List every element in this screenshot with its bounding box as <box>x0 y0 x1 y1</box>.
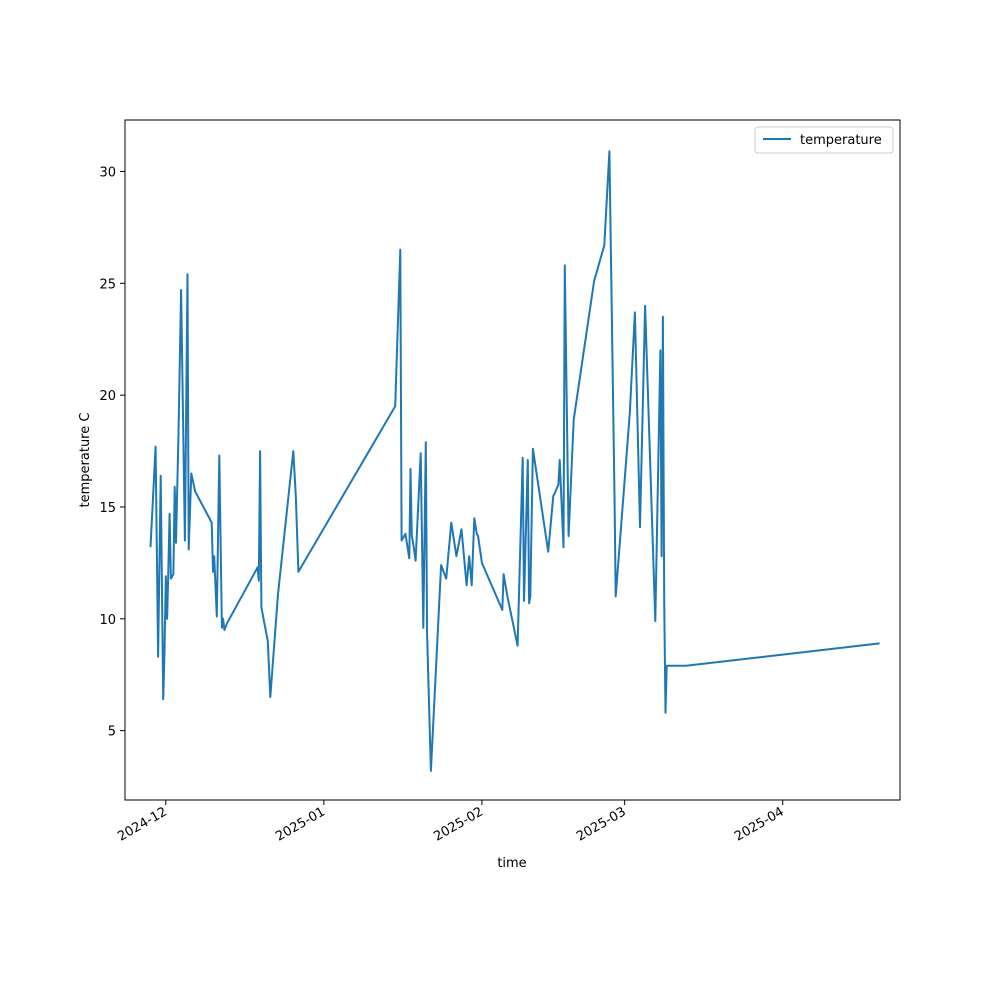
y-tick-label: 5 <box>108 725 116 740</box>
y-axis: 5 10 15 20 25 30 <box>99 165 125 740</box>
plot-area <box>124 119 901 801</box>
legend: temperature <box>754 126 894 154</box>
y-tick-label: 10 <box>99 613 116 628</box>
y-tick-label: 15 <box>99 501 116 516</box>
legend-box <box>754 126 894 154</box>
y-axis-label: temperature C <box>78 413 93 508</box>
series-layer <box>149 150 880 772</box>
y-tick-label: 25 <box>99 277 116 292</box>
series-line-temperature <box>149 150 880 772</box>
y-tick-label: 30 <box>99 165 116 180</box>
y-tick-label: 20 <box>99 389 116 404</box>
x-axis-label: time <box>497 856 526 871</box>
legend-label-temperature: temperature <box>800 133 882 148</box>
